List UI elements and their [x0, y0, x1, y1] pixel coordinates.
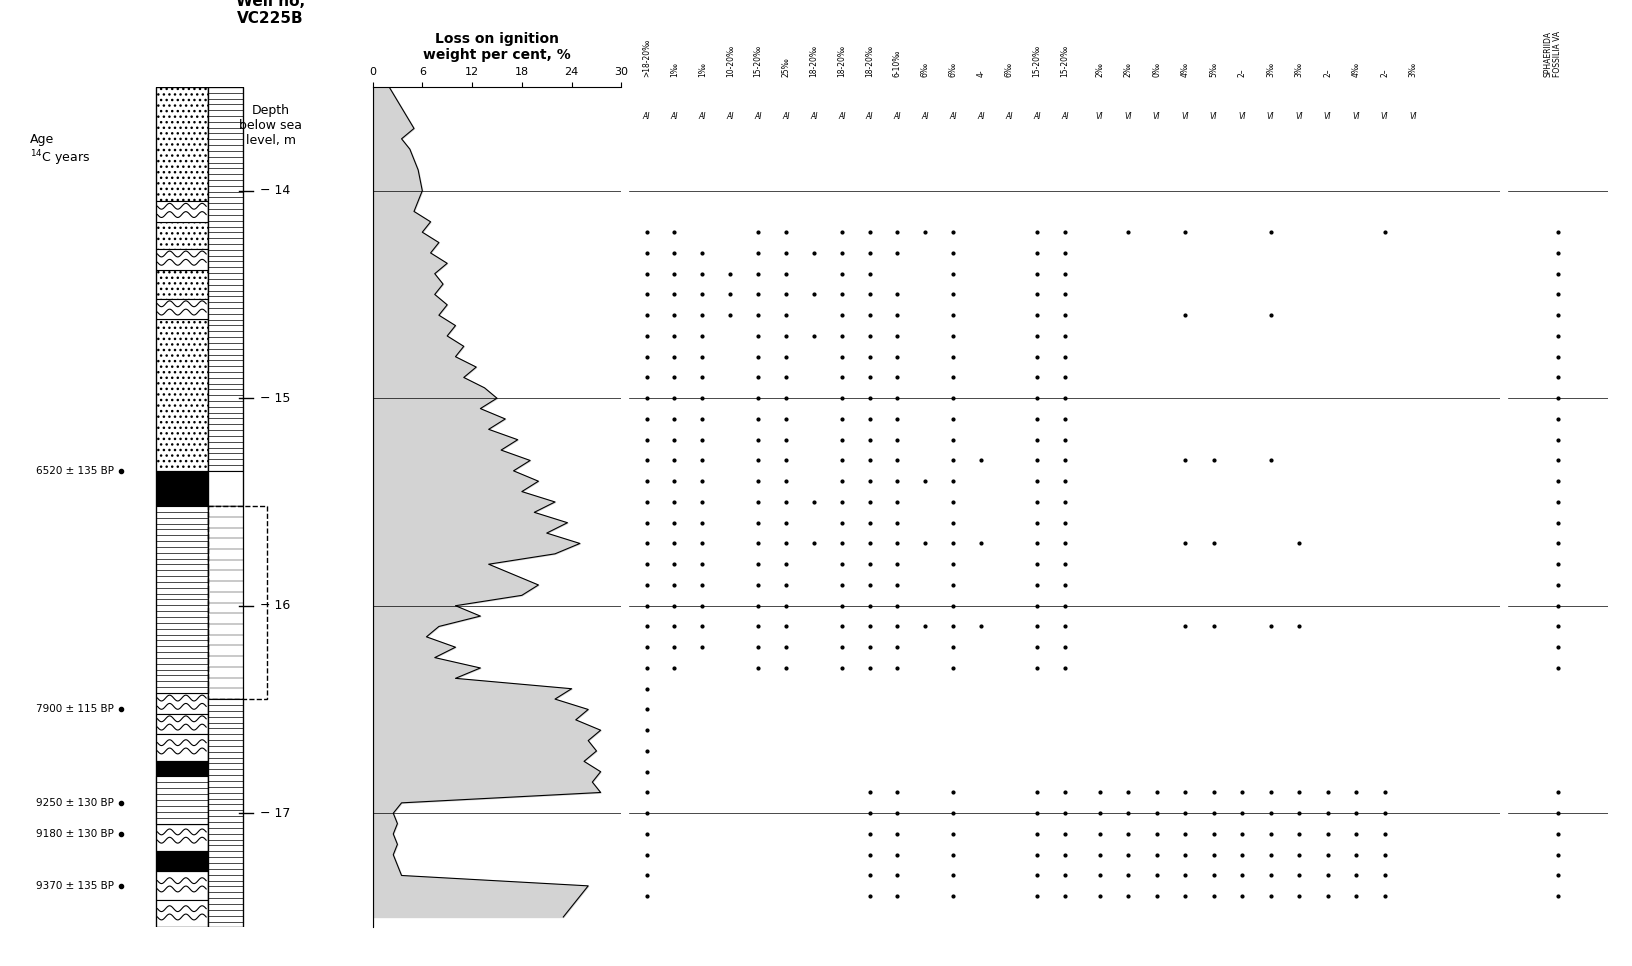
Text: 7900 ± 115 BP: 7900 ± 115 BP [36, 704, 114, 715]
Text: 15-20‰: 15-20‰ [754, 44, 762, 76]
Bar [207, 87, 243, 470]
Text: AI: AI [922, 112, 929, 121]
Text: VI: VI [1239, 112, 1245, 121]
Text: AI: AI [726, 112, 734, 121]
Text: 9250 ± 130 BP: 9250 ± 130 BP [36, 798, 114, 808]
Text: AI: AI [698, 112, 707, 121]
Text: AI: AI [867, 112, 873, 121]
Text: VI: VI [1124, 112, 1131, 121]
Bar [207, 470, 243, 506]
Text: 18-20‰: 18-20‰ [809, 44, 818, 76]
Text: 2–: 2– [1324, 68, 1332, 76]
Text: 15-20‰: 15-20‰ [1033, 44, 1041, 76]
Text: 1‰: 1‰ [671, 62, 679, 76]
Text: 6‰: 6‰ [920, 62, 930, 76]
Text: VI: VI [1353, 112, 1359, 121]
Text: 3‰: 3‰ [1294, 62, 1304, 76]
Text: Age
$^{14}$C years: Age $^{14}$C years [31, 132, 90, 168]
Text: − 17: − 17 [259, 807, 290, 820]
Text: VI: VI [1182, 112, 1188, 121]
Text: Depth
below sea
level, m: Depth below sea level, m [240, 103, 302, 147]
Bar [155, 693, 207, 714]
Bar [155, 776, 207, 824]
Bar [155, 714, 207, 734]
Text: AI: AI [1033, 112, 1041, 121]
Bar [155, 776, 207, 824]
Bar [155, 87, 207, 927]
Text: AI: AI [1005, 112, 1013, 121]
Text: 6520 ± 135 BP: 6520 ± 135 BP [36, 466, 114, 476]
Bar [155, 298, 207, 320]
Text: − 16: − 16 [259, 599, 290, 612]
Text: VI: VI [1296, 112, 1302, 121]
Text: 9180 ± 130 BP: 9180 ± 130 BP [36, 829, 114, 839]
Bar [207, 699, 243, 927]
Text: 2–: 2– [1237, 68, 1247, 76]
Bar [155, 470, 207, 506]
Text: AI: AI [978, 112, 984, 121]
Bar [155, 270, 207, 298]
Text: 0‰: 0‰ [1152, 62, 1160, 76]
Text: 10-20‰: 10-20‰ [726, 44, 734, 76]
Text: − 14: − 14 [259, 185, 290, 197]
Text: VI: VI [1381, 112, 1389, 121]
Text: AI: AI [754, 112, 762, 121]
Text: 9370 ± 135 BP: 9370 ± 135 BP [36, 881, 114, 891]
Text: AI: AI [1061, 112, 1069, 121]
Text: 4-: 4- [976, 69, 986, 76]
Text: 6-10‰: 6-10‰ [893, 49, 902, 76]
Text: >18-20‰: >18-20‰ [641, 39, 651, 76]
Bar [155, 201, 207, 222]
Bar [155, 506, 207, 693]
Bar [207, 506, 268, 699]
Text: 25‰: 25‰ [782, 57, 790, 76]
Bar [155, 249, 207, 270]
Bar [155, 222, 207, 249]
Text: VI: VI [1209, 112, 1217, 121]
Bar [155, 87, 207, 201]
Text: VI: VI [1266, 112, 1275, 121]
Bar [155, 824, 207, 851]
Text: AI: AI [837, 112, 845, 121]
Text: 2‰: 2‰ [1123, 62, 1133, 76]
Text: − 15: − 15 [259, 391, 290, 405]
Text: 18-20‰: 18-20‰ [865, 44, 875, 76]
Text: AI: AI [894, 112, 901, 121]
Text: AI: AI [643, 112, 651, 121]
Text: VI: VI [1152, 112, 1160, 121]
Text: AI: AI [809, 112, 818, 121]
Text: VI: VI [1095, 112, 1103, 121]
Text: Well no,
VC225B: Well no, VC225B [237, 0, 305, 26]
Text: VI: VI [1324, 112, 1332, 121]
Text: 4‰: 4‰ [1180, 62, 1190, 76]
Bar [155, 734, 207, 761]
Text: 6‰: 6‰ [948, 62, 958, 76]
Text: VI: VI [1410, 112, 1417, 121]
Text: 2–: 2– [1381, 68, 1389, 76]
Text: SPHAERIIDA
FOSSILIA VA: SPHAERIIDA FOSSILIA VA [1544, 31, 1562, 76]
Bar [207, 87, 243, 927]
Bar [155, 871, 207, 900]
Bar [155, 900, 207, 927]
Text: 18-20‰: 18-20‰ [837, 44, 847, 76]
Text: 1‰: 1‰ [698, 62, 707, 76]
Text: 2‰: 2‰ [1095, 62, 1103, 76]
Text: 3‰: 3‰ [1266, 62, 1275, 76]
Text: 15-20‰: 15-20‰ [1061, 44, 1069, 76]
Text: 5‰: 5‰ [1209, 62, 1217, 76]
Text: 4‰: 4‰ [1351, 62, 1361, 76]
Text: AI: AI [950, 112, 956, 121]
Text: AI: AI [671, 112, 679, 121]
Title: Loss on ignition
weight per cent, %: Loss on ignition weight per cent, % [423, 32, 571, 62]
Text: 6‰: 6‰ [1004, 62, 1013, 76]
Bar [155, 761, 207, 776]
Bar [155, 851, 207, 871]
Text: 3‰: 3‰ [1408, 62, 1418, 76]
Text: AI: AI [782, 112, 790, 121]
Bar [155, 320, 207, 470]
